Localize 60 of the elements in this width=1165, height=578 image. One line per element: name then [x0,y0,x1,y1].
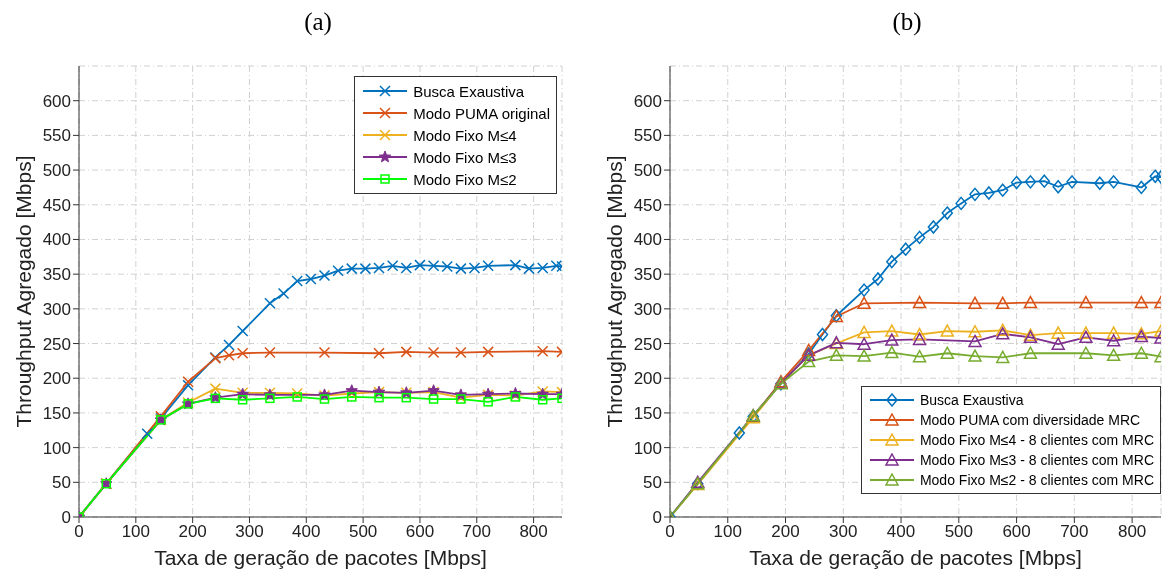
y-tick-label: 50 [52,473,71,493]
y-tick-label: 250 [633,334,662,354]
x-tick-label: 100 [713,522,742,542]
x-tick-label: 0 [665,522,675,542]
y-tick-label: 250 [42,334,71,354]
y-tick-label: 200 [633,369,662,389]
x-tick-label: 400 [292,522,321,542]
legend-label: Modo PUMA original [413,104,550,122]
x-axis-title: Taxa de geração de pacotes [Mbps] [749,546,1082,569]
y-tick-label: 450 [42,195,71,215]
legend-label: Busca Exaustiva [413,82,525,100]
x-tick-label: 0 [74,522,84,542]
legend-label: Modo Fixo M≤4 - 8 clientes com MRC [919,432,1154,448]
y-tick-label: 100 [633,438,662,458]
y-tick-label: 150 [633,403,662,423]
legend-label: Modo Fixo M≤2 - 8 clientes com MRC [919,472,1154,488]
y-tick-label: 0 [652,508,662,528]
y-tick-label: 350 [42,265,71,285]
legend-label: Modo Fixo M≤2 [413,170,517,188]
y-tick-label: 600 [42,91,71,111]
x-tick-label: 700 [462,522,491,542]
x-tick-label: 600 [1002,522,1031,542]
y-tick-label: 450 [633,195,662,215]
x-tick-label: 800 [519,522,548,542]
y-tick-label: 100 [42,438,71,458]
x-tick-label: 100 [121,522,151,542]
chart-title: (a) [303,8,333,36]
legend-label: Modo PUMA com diversidade MRC [919,412,1141,428]
x-tick-label: 300 [235,522,264,542]
y-axis-title: Throughput Agregado [Mbps] [11,155,35,428]
y-tick-label: 500 [633,161,662,181]
y-tick-label: 550 [42,126,71,146]
y-tick-label: 50 [643,473,662,493]
legend-label: Modo Fixo M≤3 [413,148,517,166]
y-tick-label: 200 [42,369,71,389]
y-tick-label: 500 [42,161,71,181]
x-tick-label: 800 [1117,522,1147,542]
legend-label: Busca Exaustiva [919,392,1024,408]
y-tick-label: 400 [633,230,662,250]
y-tick-label: 600 [633,91,662,111]
x-tick-label: 200 [178,522,207,542]
x-tick-label: 300 [829,522,858,542]
y-tick-label: 550 [633,126,662,146]
x-tick-label: 400 [886,522,916,542]
y-tick-label: 150 [42,403,71,423]
x-tick-label: 600 [405,522,435,542]
x-axis-title: Taxa de geração de pacotes [Mbps] [154,546,487,569]
chart-title: (b) [891,8,923,36]
y-tick-label: 350 [633,265,662,285]
x-tick-label: 500 [348,522,378,542]
x-tick-label: 700 [1060,522,1089,542]
y-tick-label: 300 [42,299,71,319]
x-tick-label: 500 [944,522,974,542]
x-tick-label: 200 [771,522,800,542]
y-tick-label: 400 [42,230,71,250]
legend-label: Modo Fixo M≤3 - 8 clientes com MRC [919,452,1154,468]
y-tick-label: 300 [633,299,662,319]
y-tick-label: 0 [61,508,71,528]
y-axis-title: Throughput Agregado [Mbps] [602,155,626,428]
legend-label: Modo Fixo M≤4 [413,126,517,144]
